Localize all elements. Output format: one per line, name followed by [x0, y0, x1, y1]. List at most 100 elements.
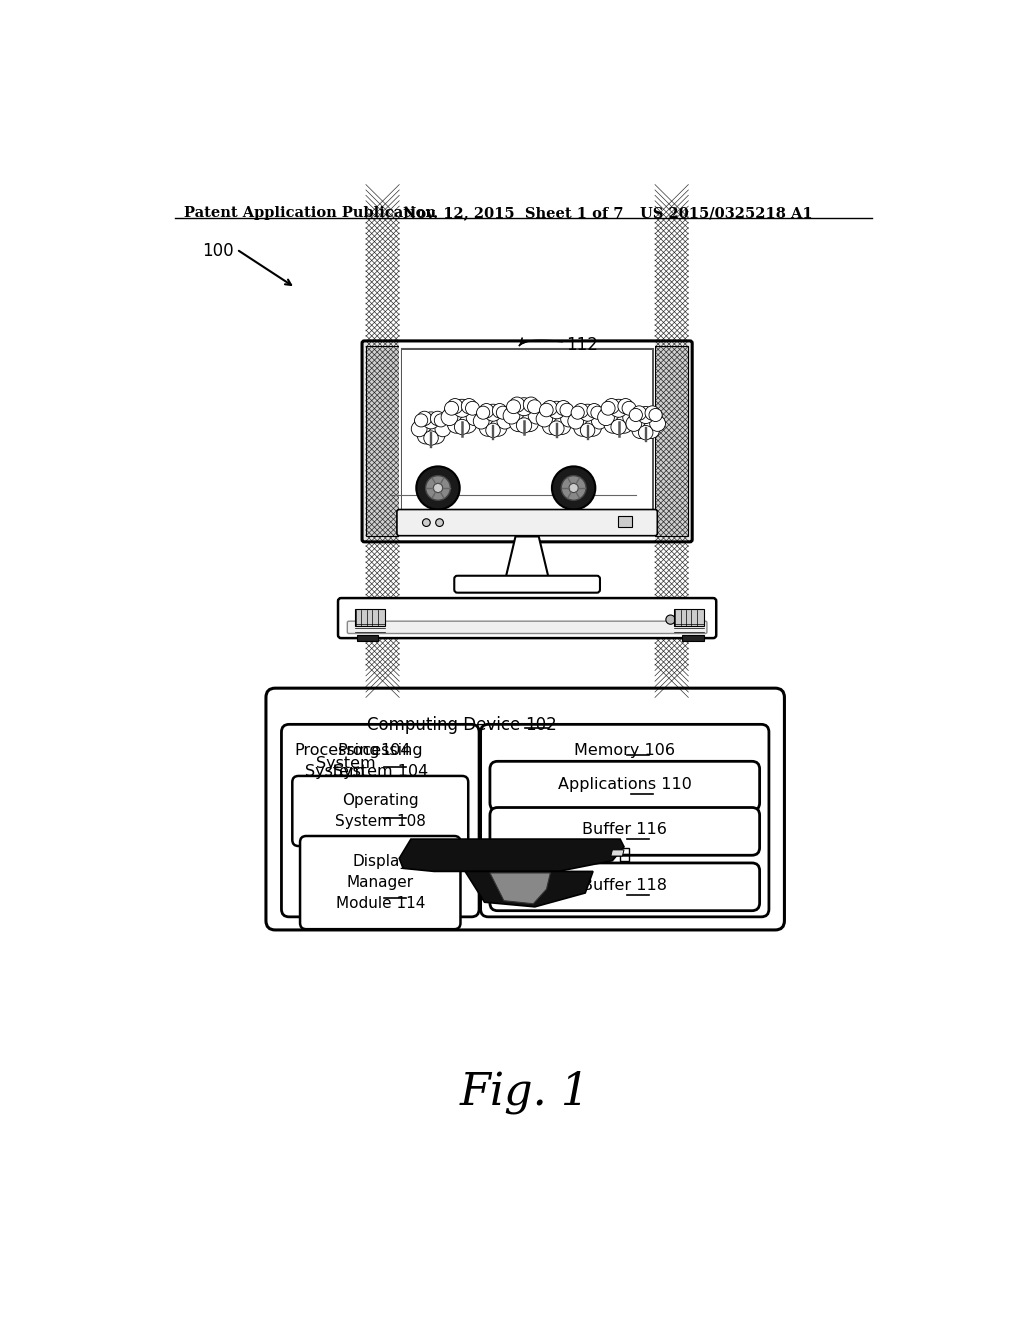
Circle shape	[511, 405, 537, 429]
Text: Buffer 118: Buffer 118	[583, 878, 668, 892]
Circle shape	[415, 414, 428, 426]
Circle shape	[629, 408, 642, 421]
Circle shape	[503, 408, 520, 424]
Circle shape	[569, 483, 579, 492]
FancyBboxPatch shape	[455, 576, 600, 593]
Circle shape	[481, 411, 505, 434]
Text: Applications 110: Applications 110	[558, 777, 692, 792]
Circle shape	[453, 399, 471, 417]
Bar	[617, 516, 632, 527]
Text: Memory 106: Memory 106	[574, 743, 675, 758]
Circle shape	[417, 412, 432, 425]
Circle shape	[450, 407, 474, 432]
Text: Operating
System 108: Operating System 108	[335, 793, 426, 829]
Text: Fig. 1: Fig. 1	[460, 1071, 590, 1114]
Circle shape	[604, 399, 620, 413]
Circle shape	[459, 416, 477, 433]
Bar	[399, 343, 655, 540]
FancyBboxPatch shape	[489, 808, 760, 855]
Circle shape	[507, 400, 520, 413]
Circle shape	[435, 519, 443, 527]
Circle shape	[629, 411, 647, 429]
Circle shape	[479, 420, 497, 436]
Bar	[401, 350, 652, 513]
Circle shape	[428, 426, 444, 444]
Circle shape	[455, 420, 470, 434]
Circle shape	[466, 409, 483, 425]
Circle shape	[609, 399, 628, 417]
Circle shape	[666, 615, 675, 624]
Circle shape	[615, 416, 633, 433]
Bar	[621, 849, 630, 854]
Circle shape	[634, 413, 657, 437]
Circle shape	[545, 408, 569, 433]
Circle shape	[479, 404, 494, 418]
Circle shape	[523, 397, 539, 412]
Circle shape	[649, 408, 663, 421]
Circle shape	[581, 424, 595, 437]
Bar	[402, 350, 652, 512]
Circle shape	[430, 412, 444, 425]
FancyBboxPatch shape	[338, 598, 716, 638]
Circle shape	[626, 416, 642, 432]
Circle shape	[435, 421, 451, 437]
Circle shape	[555, 405, 574, 424]
Circle shape	[414, 416, 432, 434]
Circle shape	[573, 420, 591, 436]
FancyBboxPatch shape	[266, 688, 784, 929]
Circle shape	[484, 404, 502, 421]
Text: US 2015/0325218 A1: US 2015/0325218 A1	[640, 206, 812, 220]
Circle shape	[509, 397, 524, 412]
Circle shape	[447, 416, 466, 433]
Circle shape	[476, 407, 489, 420]
Circle shape	[632, 421, 649, 438]
Circle shape	[606, 407, 631, 432]
Circle shape	[493, 404, 507, 418]
FancyBboxPatch shape	[480, 725, 769, 917]
Circle shape	[601, 401, 615, 416]
Circle shape	[622, 401, 636, 416]
Text: Processing
System: Processing System	[295, 743, 380, 779]
Circle shape	[592, 413, 607, 429]
Circle shape	[561, 411, 578, 426]
Circle shape	[520, 413, 539, 432]
Bar	[675, 609, 703, 626]
Text: Buffer 116: Buffer 116	[583, 822, 668, 837]
Circle shape	[417, 426, 434, 444]
Text: Nov. 12, 2015  Sheet 1 of 7: Nov. 12, 2015 Sheet 1 of 7	[403, 206, 624, 220]
Circle shape	[419, 418, 443, 442]
Circle shape	[492, 408, 510, 426]
Circle shape	[423, 519, 430, 527]
Circle shape	[424, 430, 438, 445]
Polygon shape	[366, 346, 399, 536]
Circle shape	[644, 411, 663, 429]
Text: 104: 104	[380, 743, 411, 758]
Circle shape	[645, 405, 659, 420]
Circle shape	[423, 412, 439, 429]
FancyBboxPatch shape	[489, 863, 760, 911]
Circle shape	[642, 421, 659, 438]
Text: Display
Manager
Module 114: Display Manager Module 114	[336, 854, 425, 912]
Circle shape	[539, 405, 558, 424]
Circle shape	[556, 400, 571, 416]
Circle shape	[611, 420, 627, 434]
Circle shape	[548, 401, 565, 418]
Circle shape	[552, 466, 595, 510]
Circle shape	[441, 409, 458, 425]
Circle shape	[598, 409, 614, 425]
Polygon shape	[655, 346, 688, 536]
Circle shape	[485, 424, 501, 437]
Circle shape	[447, 399, 463, 413]
Text: Patent Application Publication: Patent Application Publication	[183, 206, 436, 220]
Bar	[621, 862, 630, 869]
Bar	[682, 635, 703, 642]
Polygon shape	[611, 850, 624, 857]
Polygon shape	[506, 536, 549, 579]
Circle shape	[604, 416, 622, 433]
Circle shape	[497, 407, 510, 420]
Circle shape	[522, 401, 542, 421]
Circle shape	[587, 404, 601, 418]
Circle shape	[528, 408, 545, 424]
Circle shape	[591, 407, 604, 420]
Circle shape	[649, 416, 666, 432]
